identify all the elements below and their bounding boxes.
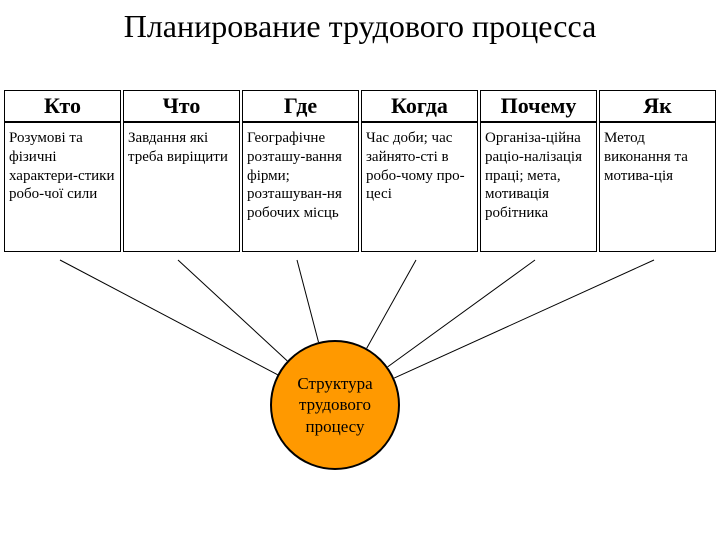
column-header: Кто — [4, 90, 121, 122]
columns-container: Кто Розумові та фізичні характери-стики … — [4, 90, 716, 252]
column-header: Когда — [361, 90, 478, 122]
column-header: Почему — [480, 90, 597, 122]
column-where: Где Географічне розташу-вання фірми; роз… — [242, 90, 359, 252]
column-when: Когда Час доби; час зайнято-сті в робо-ч… — [361, 90, 478, 252]
title-text: Планирование трудового процесса — [124, 8, 597, 44]
column-why: Почему Організа-ційна раціо-налізація пр… — [480, 90, 597, 252]
column-how: Як Метод виконання та мотива-ція — [599, 90, 716, 252]
page-title: Планирование трудового процесса — [0, 0, 720, 45]
column-body: Час доби; час зайнято-сті в робо-чому пр… — [361, 122, 478, 252]
column-header: Что — [123, 90, 240, 122]
column-who: Кто Розумові та фізичні характери-стики … — [4, 90, 121, 252]
column-body: Географічне розташу-вання фірми; розташу… — [242, 122, 359, 252]
column-header: Як — [599, 90, 716, 122]
column-header: Где — [242, 90, 359, 122]
column-body: Організа-ційна раціо-налізація праці; ме… — [480, 122, 597, 252]
column-body: Розумові та фізичні характери-стики робо… — [4, 122, 121, 252]
center-node: Структура трудового процесу — [270, 340, 400, 470]
center-node-label: Структура трудового процесу — [282, 373, 388, 437]
column-body: Завдання які треба виріщити — [123, 122, 240, 252]
column-what: Что Завдання які треба виріщити — [123, 90, 240, 252]
column-body: Метод виконання та мотива-ція — [599, 122, 716, 252]
